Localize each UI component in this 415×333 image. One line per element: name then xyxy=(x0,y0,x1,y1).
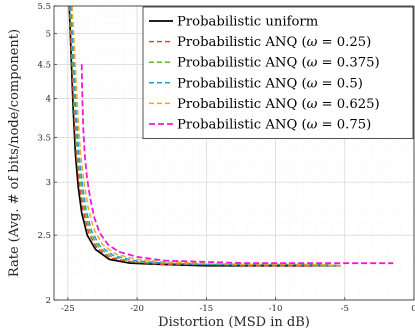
y-tick-label: 3 xyxy=(46,178,51,188)
x-tick-label: 0 xyxy=(411,304,415,314)
legend-entry-5: Probabilistic ANQ (ω = 0.75) xyxy=(177,118,371,133)
y-tick-label: 3.5 xyxy=(37,133,51,143)
x-tick-label: -25 xyxy=(61,304,75,314)
x-tick-label: -10 xyxy=(269,304,283,314)
plot-frame xyxy=(53,5,415,301)
y-tick-label: 2 xyxy=(46,296,51,306)
y-tick-label: 2.5 xyxy=(37,231,51,241)
series-line-5 xyxy=(80,64,394,265)
y-tick-label: 5.5 xyxy=(37,2,51,12)
series-line-4 xyxy=(71,6,341,267)
ticks: -25 -20 -15 -10 -5 0 2 2.5 3 3.5 4 4.5 5 5.5 xyxy=(37,2,415,314)
legend-entry-0: Probabilistic uniform xyxy=(177,15,319,30)
x-tick-label: -15 xyxy=(199,304,213,314)
series-line-3 xyxy=(70,6,341,267)
y-tick-label: 4 xyxy=(46,95,51,105)
y-tick-label: 4.5 xyxy=(37,60,51,70)
x-tick-label: -20 xyxy=(130,304,144,314)
legend-entry-2: Probabilistic ANQ (ω = 0.375) xyxy=(177,56,380,71)
y-tick-label: 5 xyxy=(46,30,51,40)
x-tick-label: -5 xyxy=(341,304,349,314)
legend: Probabilistic uniform Probabilistic ANQ (… xyxy=(142,6,414,140)
y-axis-label: Rate (Avg. # of bits/node/component) xyxy=(7,29,22,277)
legend-entry-4: Probabilistic ANQ (ω = 0.625) xyxy=(177,97,380,112)
series-lines xyxy=(68,6,394,267)
legend-entry-1: Probabilistic ANQ (ω = 0.25) xyxy=(177,35,371,50)
legend-box xyxy=(142,6,414,140)
x-axis-label: Distortion (MSD in dB) xyxy=(158,315,310,330)
legend-entry-3: Probabilistic ANQ (ω = 0.5) xyxy=(177,76,363,91)
series-line-0 xyxy=(68,6,341,267)
